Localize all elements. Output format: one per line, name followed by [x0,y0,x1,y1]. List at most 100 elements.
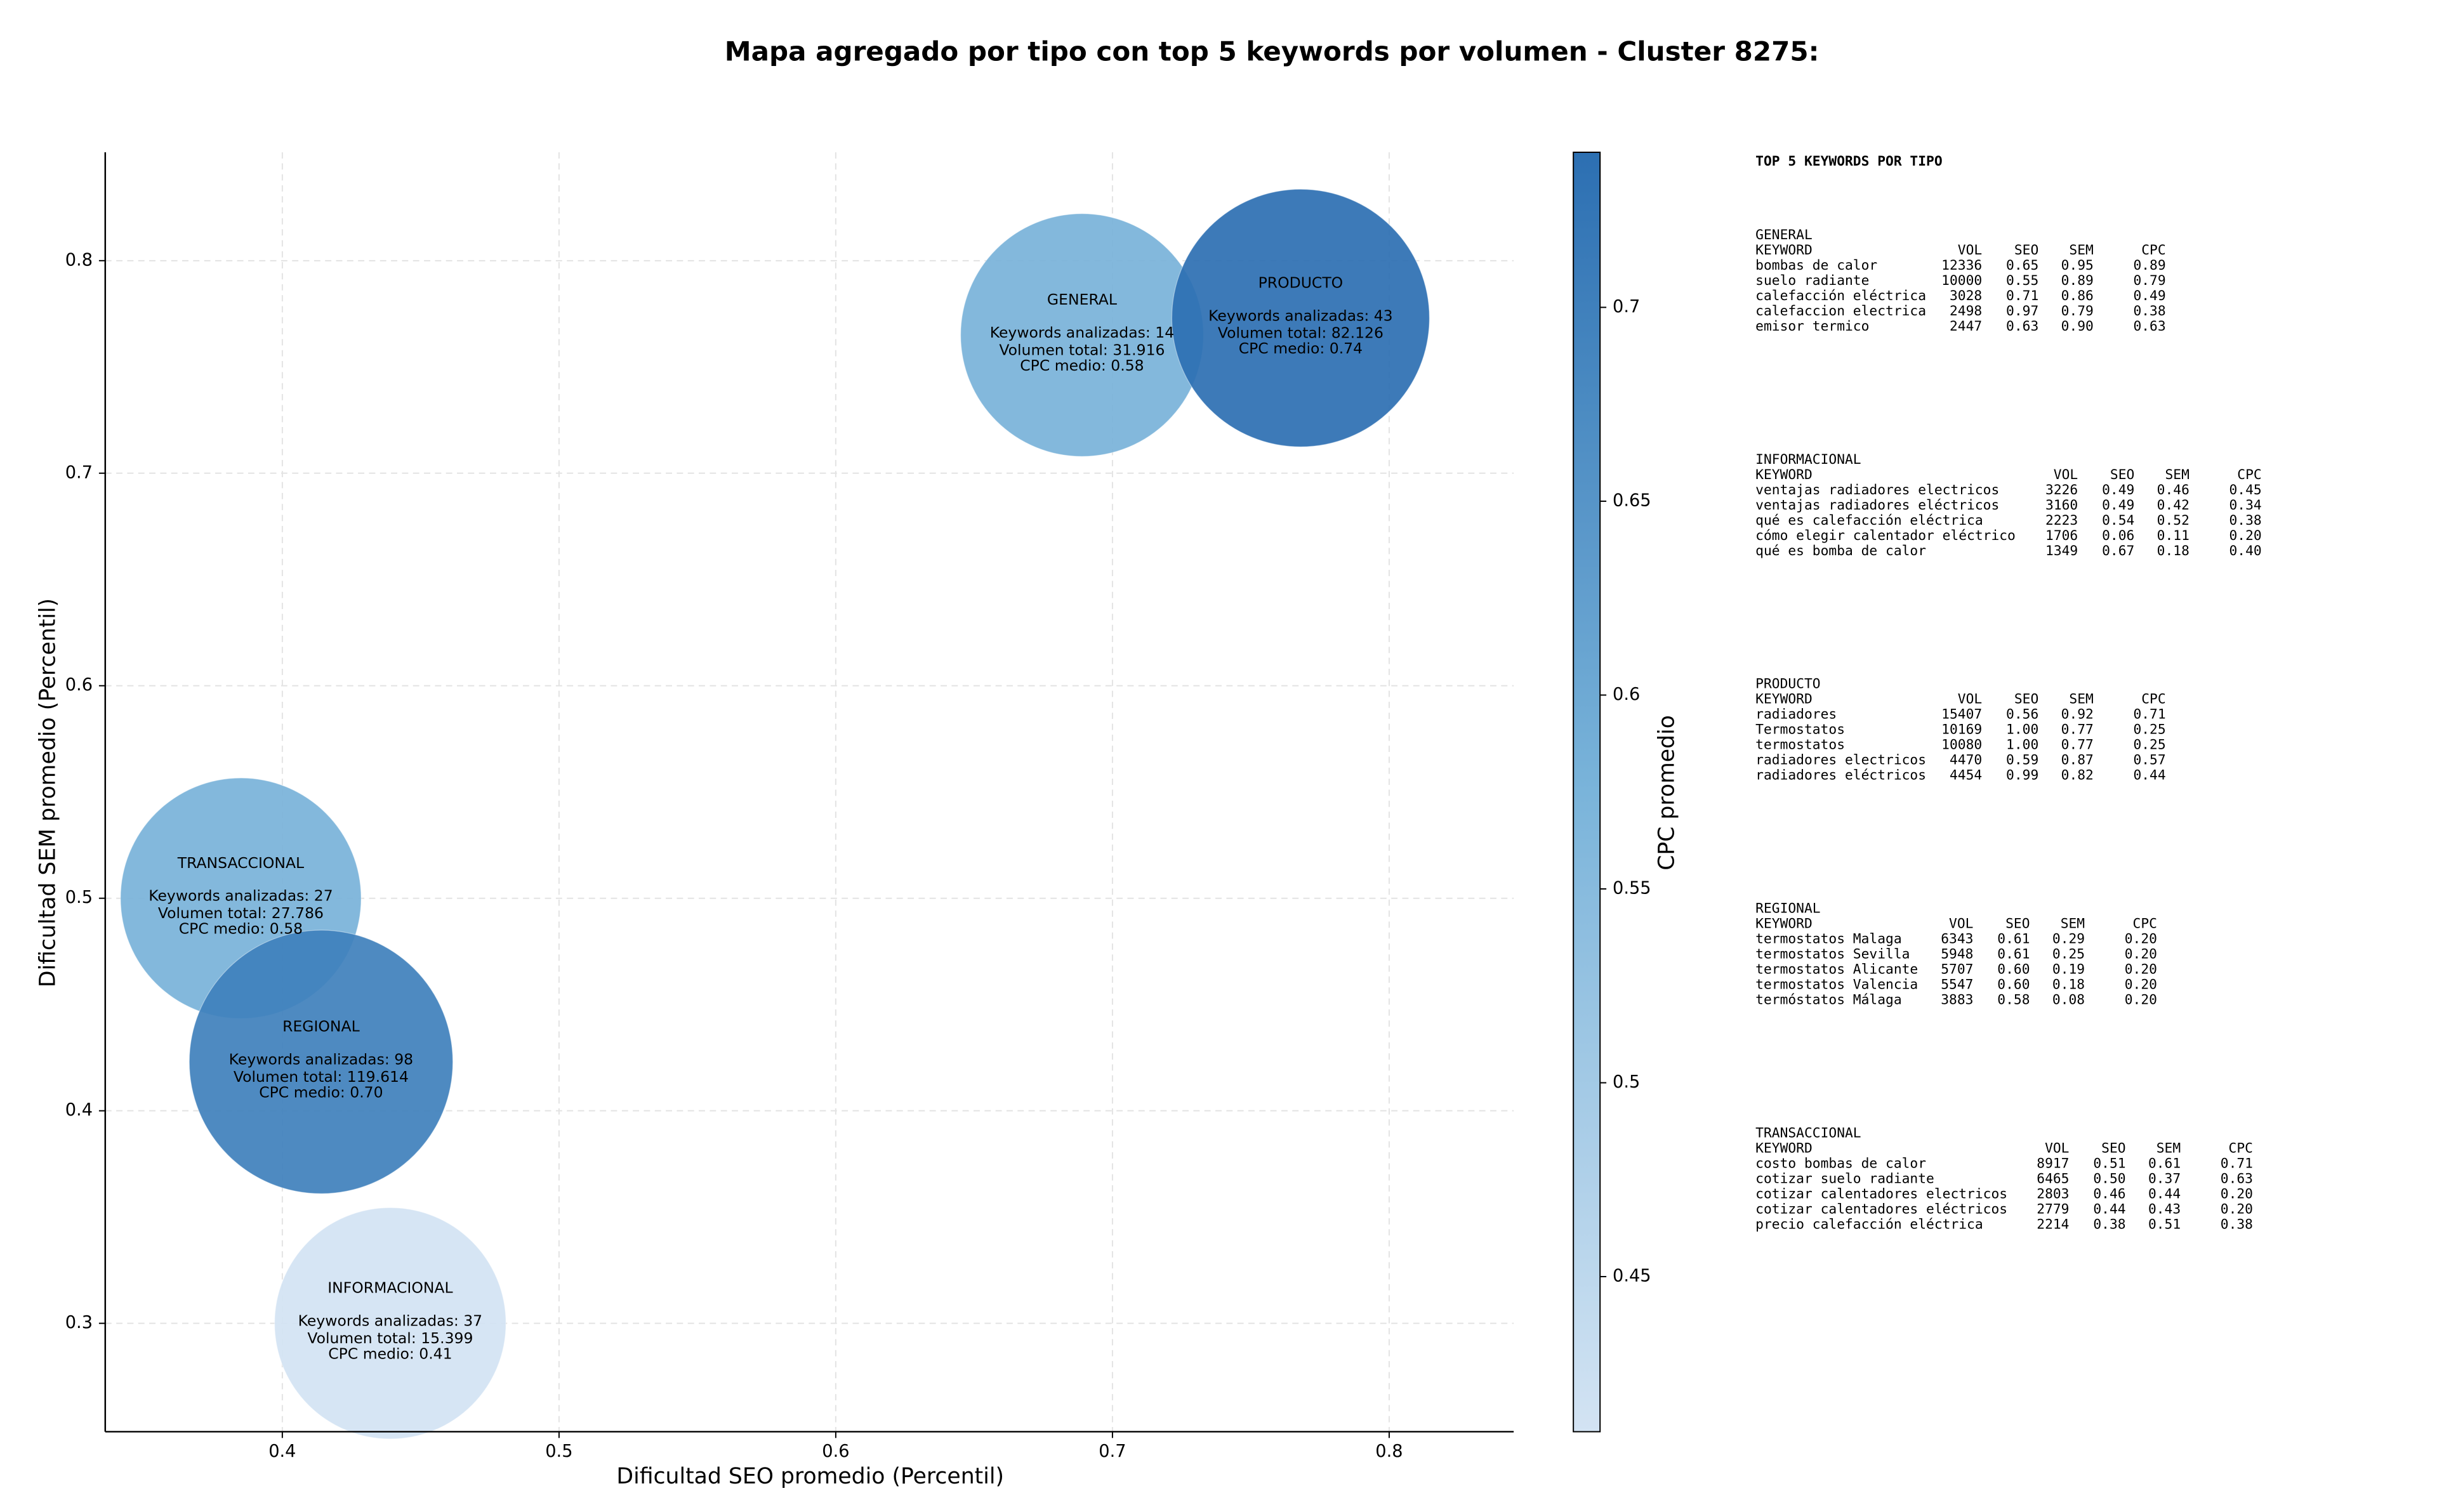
table-header: CPC [2237,467,2261,483]
table-cell: 2498 [1950,303,1982,319]
table-header: KEYWORD [1755,692,1813,707]
table-cell: cómo elegir calentador eléctrico [1755,528,2016,544]
table-cell: 0.44 [2148,1186,2181,1202]
table-header: SEM [2156,1140,2181,1156]
bubble-name: REGIONAL [282,1018,360,1035]
table-cell: 0.71 [2221,1155,2253,1171]
table-cell: 3883 [1941,992,1973,1008]
table-cell: 0.19 [2052,962,2085,978]
table-cell: 0.49 [2102,482,2134,498]
table-cell: 0.89 [2061,273,2094,289]
table-cell: radiadores electricos [1755,753,1926,768]
y-tick-label: 0.5 [65,888,93,907]
table-cell: bombas de calor [1755,258,1877,273]
table-cell: 0.20 [2221,1201,2253,1217]
table-cell: 0.82 [2061,768,2094,784]
table-cell: 0.79 [2133,273,2165,289]
table-cell: 0.29 [2052,931,2085,947]
table-cell: 0.77 [2061,722,2094,738]
table-cell: 1349 [2045,543,2078,559]
table-cell: termostatos Malaga [1755,931,1901,947]
table-cell: 2223 [2045,513,2078,529]
colorbar-tick-label: 0.6 [1613,685,1640,704]
table-cell: 0.86 [2061,288,2094,304]
table-cell: calefaccion electrica [1755,303,1926,319]
table-cell: 0.57 [2133,753,2165,768]
group-name: GENERAL [1755,227,1813,243]
table-cell: 5547 [1941,977,1973,993]
table-cell: termostatos Alicante [1755,962,1918,978]
table-cell: 0.63 [2006,319,2038,334]
table-cell: 2779 [2037,1201,2069,1217]
table-cell: 1.00 [2006,722,2038,738]
table-cell: 0.58 [1997,992,2030,1008]
table-cell: 0.56 [2006,707,2038,723]
table-cell: costo bombas de calor [1755,1155,1926,1171]
table-cell: 0.61 [1997,931,2030,947]
table-cell: 0.38 [2133,303,2165,319]
table-cell: Termostatos [1755,722,1845,738]
table-cell: 0.55 [2006,273,2038,289]
table-header: KEYWORD [1755,467,1813,483]
table-header: CPC [2141,692,2165,707]
table-cell: 3160 [2045,497,2078,513]
table-cell: 10169 [1941,722,1982,738]
table-cell: 0.51 [2093,1155,2125,1171]
table-cell: 0.60 [1997,962,2030,978]
table-cell: 0.20 [2125,962,2157,978]
table-cell: 0.63 [2221,1171,2253,1187]
bubble-volume: Volumen total: 119.614 [234,1068,409,1086]
bubble-volume: Volumen total: 15.399 [307,1329,473,1347]
table-header: CPC [2141,242,2165,258]
table-cell: 0.87 [2061,753,2094,768]
table-header: KEYWORD [1755,916,1813,932]
table-cell: 0.46 [2157,482,2189,498]
x-tick-label: 0.5 [545,1442,572,1461]
table-cell: 0.25 [2052,947,2085,963]
colorbar [1573,152,1601,1433]
table-header: VOL [1949,916,1973,932]
table-cell: 0.20 [2221,1186,2253,1202]
table-cell: 0.99 [2006,768,2038,784]
table-cell: radiadores eléctricos [1755,768,1926,784]
table-cell: 5948 [1941,947,1973,963]
y-tick-label: 0.6 [65,675,93,695]
table-cell: 0.11 [2157,528,2189,544]
group-name: REGIONAL [1755,901,1820,917]
table-cell: 0.43 [2148,1201,2181,1217]
table-cell: 0.54 [2102,513,2134,529]
table-header: SEO [2005,916,2030,932]
table-cell: 10080 [1941,737,1982,753]
table-header: VOL [2054,467,2078,483]
table-cell: 0.71 [2006,288,2038,304]
table-cell: 0.51 [2148,1216,2181,1232]
table-header: SEO [2014,692,2038,707]
bubble-volume: Volumen total: 31.916 [999,341,1165,358]
table-header: VOL [2045,1140,2069,1156]
table-header: SEO [2014,242,2038,258]
table-cell: radiadores [1755,707,1837,723]
table-cell: 0.49 [2102,497,2134,513]
x-axis-label: Dificultad SEO promedio (Percentil) [616,1464,1004,1489]
table-cell: cotizar suelo radiante [1755,1171,1934,1187]
table-cell: calefacción eléctrica [1755,288,1926,304]
bubble [188,930,454,1194]
bubble-keywords: Keywords analizadas: 98 [229,1051,413,1068]
table-header: CPC [2133,916,2157,932]
table-cell: 10000 [1941,273,1982,289]
table-cell: ventajas radiadores eléctricos [1755,497,1999,513]
table-cell: 0.34 [2229,497,2261,513]
bubble-keywords: Keywords analizadas: 27 [149,887,333,905]
table-cell: 0.40 [2229,543,2261,559]
table-cell: 0.90 [2061,319,2094,334]
table-header: SEO [2110,467,2134,483]
table-header: CPC [2229,1140,2253,1156]
bubble-cpc: CPC medio: 0.70 [259,1084,383,1101]
table-cell: 0.79 [2061,303,2094,319]
colorbar-tick-label: 0.5 [1613,1072,1640,1092]
table-cell: 0.95 [2061,258,2094,273]
table-cell: 0.20 [2125,992,2157,1008]
group-name: INFORMACIONAL [1755,452,1861,468]
table-cell: 0.37 [2148,1171,2181,1187]
x-tick-label: 0.4 [268,1442,296,1461]
